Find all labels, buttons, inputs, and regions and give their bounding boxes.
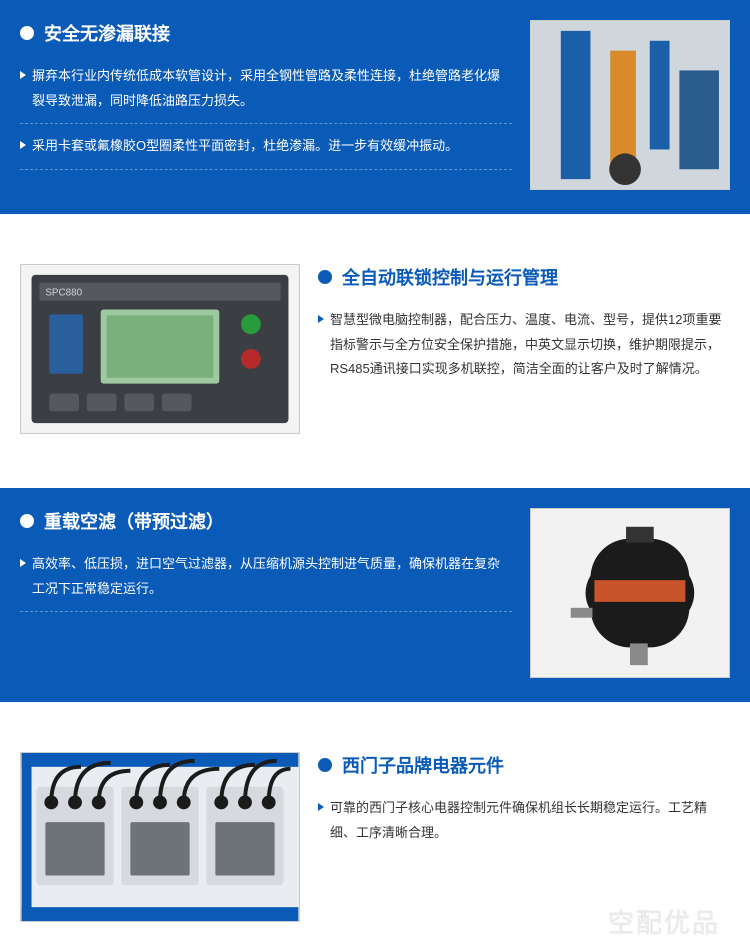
paragraph-text: 采用卡套或氟橡胶O型圈柔性平面密封，杜绝渗漏。进一步有效缓冲振动。	[32, 134, 458, 159]
compressor-pipe-photo	[530, 20, 730, 190]
paragraph: 高效率、低压损，进口空气过滤器，从压缩机源头控制进气质量，确保机器在复杂工况下正…	[20, 552, 512, 612]
paragraph-text: 可靠的西门子核心电器控制元件确保机组长长期稳定运行。工艺精细、工序清晰合理。	[330, 796, 730, 845]
paragraph-text: 摒弃本行业内传统低成本软管设计，采用全钢性管路及柔性连接，杜绝管路老化爆裂导致泄…	[32, 64, 512, 113]
section-heading: 西门子品牌电器元件	[318, 752, 730, 778]
heading-text: 安全无渗漏联接	[44, 20, 170, 46]
heading-text: 重载空滤（带预过滤）	[44, 508, 224, 534]
triangle-icon	[20, 141, 26, 149]
section-heading: 重载空滤（带预过滤）	[20, 508, 512, 534]
dot-icon	[20, 26, 34, 40]
paragraph: 摒弃本行业内传统低成本软管设计，采用全钢性管路及柔性连接，杜绝管路老化爆裂导致泄…	[20, 64, 512, 124]
section-gap	[0, 702, 750, 732]
section-heading: 安全无渗漏联接	[20, 20, 512, 46]
watermark-text: 空配优品	[608, 903, 720, 940]
text-column: 安全无渗漏联接 摒弃本行业内传统低成本软管设计，采用全钢性管路及柔性连接，杜绝管…	[20, 20, 512, 180]
pipe-illustration	[531, 21, 729, 189]
paragraph: 采用卡套或氟橡胶O型圈柔性平面密封，杜绝渗漏。进一步有效缓冲振动。	[20, 134, 512, 170]
controller-panel-photo: SPC880	[20, 264, 300, 434]
siemens-contactor-photo	[20, 752, 300, 922]
paragraph: 可靠的西门子核心电器控制元件确保机组长长期稳定运行。工艺精细、工序清晰合理。	[318, 796, 730, 845]
svg-text:SPC880: SPC880	[45, 288, 82, 299]
contactor-illustration	[21, 753, 299, 921]
feature-section-1: 安全无渗漏联接 摒弃本行业内传统低成本软管设计，采用全钢性管路及柔性连接，杜绝管…	[0, 0, 750, 214]
dot-icon	[318, 758, 332, 772]
feature-section-3: 重载空滤（带预过滤） 高效率、低压损，进口空气过滤器，从压缩机源头控制进气质量，…	[0, 488, 750, 702]
triangle-icon	[318, 315, 324, 323]
paragraph: 智慧型微电脑控制器，配合压力、温度、电流、型号，提供12项重要指标警示与全方位安…	[318, 308, 730, 382]
filter-illustration	[531, 509, 729, 677]
section-heading: 全自动联锁控制与运行管理	[318, 264, 730, 290]
controller-illustration: SPC880	[21, 265, 299, 433]
section-gap	[0, 458, 750, 488]
triangle-icon	[20, 559, 26, 567]
heading-text: 西门子品牌电器元件	[342, 752, 504, 778]
triangle-icon	[318, 803, 324, 811]
heading-text: 全自动联锁控制与运行管理	[342, 264, 558, 290]
air-filter-photo	[530, 508, 730, 678]
section-gap	[0, 214, 750, 244]
triangle-icon	[20, 71, 26, 79]
dot-icon	[20, 514, 34, 528]
text-column: 西门子品牌电器元件 可靠的西门子核心电器控制元件确保机组长长期稳定运行。工艺精细…	[318, 752, 730, 855]
paragraph-text: 高效率、低压损，进口空气过滤器，从压缩机源头控制进气质量，确保机器在复杂工况下正…	[32, 552, 512, 601]
feature-section-2: SPC880 全自动联锁控制与运行管理 智慧型微电脑控制器，配合压力、温度、电流…	[0, 244, 750, 458]
dot-icon	[318, 270, 332, 284]
text-column: 全自动联锁控制与运行管理 智慧型微电脑控制器，配合压力、温度、电流、型号，提供1…	[318, 264, 730, 392]
paragraph-text: 智慧型微电脑控制器，配合压力、温度、电流、型号，提供12项重要指标警示与全方位安…	[330, 308, 730, 382]
text-column: 重载空滤（带预过滤） 高效率、低压损，进口空气过滤器，从压缩机源头控制进气质量，…	[20, 508, 512, 622]
